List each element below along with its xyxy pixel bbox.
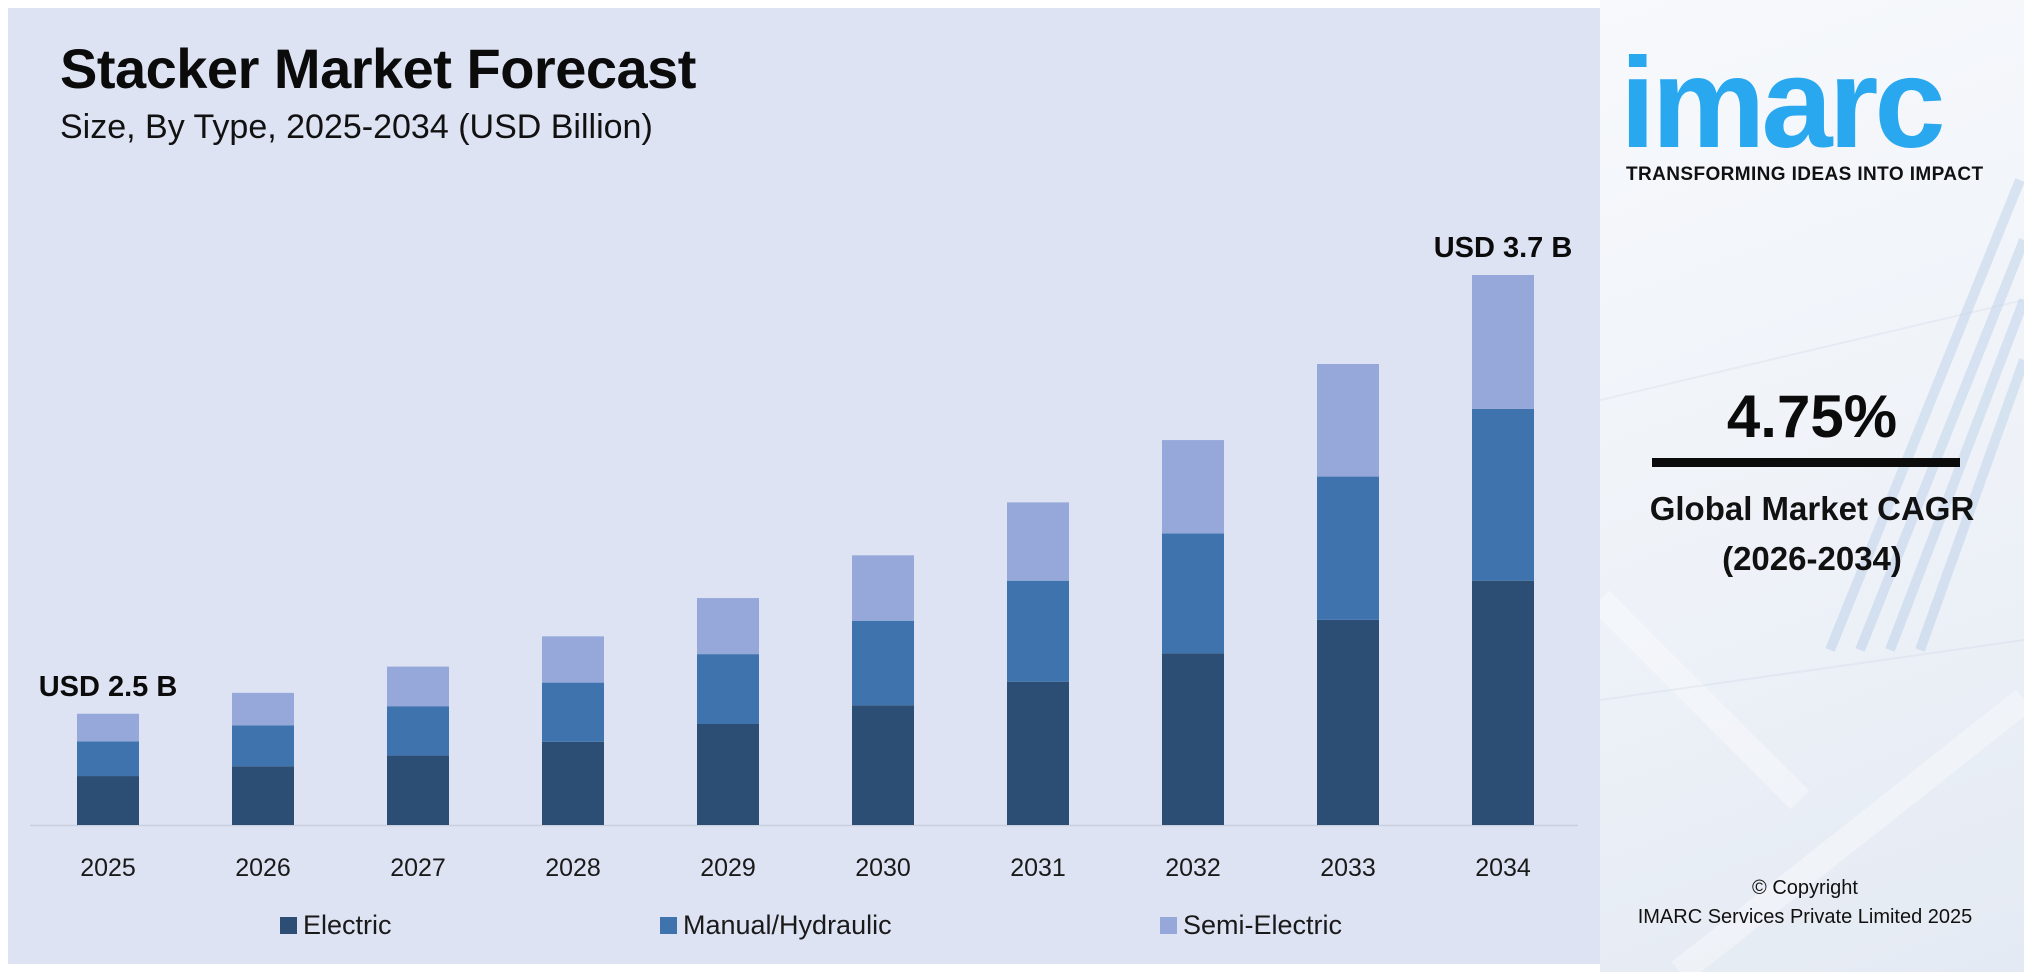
bar-manual-hydraulic-2029 (697, 654, 759, 724)
bar-electric-2028 (542, 741, 604, 825)
bar-semi-electric-2029 (697, 598, 759, 655)
bar-electric-2032 (1162, 653, 1224, 825)
x-tick-label-2026: 2026 (235, 854, 291, 882)
bar-manual-hydraulic-2025 (77, 741, 139, 777)
value-annotation-2034: USD 3.7 B (1434, 232, 1573, 264)
bar-semi-electric-2028 (542, 636, 604, 683)
bar-manual-hydraulic-2030 (852, 620, 914, 706)
x-tick-label-2029: 2029 (700, 854, 756, 882)
bar-electric-2030 (852, 705, 914, 825)
x-tick-label-2027: 2027 (390, 854, 446, 882)
bar-electric-2025 (77, 776, 139, 825)
imarc-logo: imarc (1620, 32, 1946, 175)
x-tick-label-2033: 2033 (1320, 854, 1376, 882)
legend-swatch-electric (280, 917, 297, 934)
x-tick-label-2034: 2034 (1475, 854, 1531, 882)
bar-semi-electric-2027 (387, 666, 449, 707)
legend-item-manual-hydraulic: Manual/Hydraulic (660, 910, 892, 941)
bar-manual-hydraulic-2031 (1007, 580, 1069, 682)
bar-manual-hydraulic-2033 (1317, 476, 1379, 620)
cagr-label-line1: Global Market CAGR (1649, 490, 1975, 527)
legend-item-semi-electric: Semi-Electric (1160, 910, 1342, 941)
legend-label-semi-electric: Semi-Electric (1183, 910, 1343, 940)
bar-electric-2031 (1007, 681, 1069, 825)
cagr-value: 4.75% (1726, 383, 1898, 450)
cagr-label: Global Market CAGR (2026-2034) (1600, 484, 2024, 583)
x-tick-label-2025: 2025 (80, 854, 136, 882)
legend-item-electric: Electric (280, 910, 392, 941)
cagr-label-line2: (2026-2034) (1722, 539, 1902, 577)
bar-semi-electric-2032 (1162, 440, 1224, 534)
copyright-text: © Copyright IMARC Services Private Limit… (1600, 874, 2010, 932)
bar-semi-electric-2034 (1472, 275, 1534, 409)
copyright-line1: © Copyright (1752, 877, 1858, 899)
chart-legend: Electric Manual/Hydraulic Semi-Electric (8, 910, 1600, 950)
bar-semi-electric-2026 (232, 692, 294, 726)
value-annotation-2025: USD 2.5 B (39, 671, 178, 703)
sidebar-panel: imarc TRANSFORMING IDEAS INTO IMPACT 4.7… (1600, 0, 2024, 972)
x-tick-label-2031: 2031 (1010, 854, 1066, 882)
bar-semi-electric-2025 (77, 713, 139, 742)
chart-panel: Stacker Market Forecast Size, By Type, 2… (8, 8, 1600, 964)
bar-manual-hydraulic-2034 (1472, 408, 1534, 581)
background-decoration (1600, 178, 2024, 972)
legend-swatch-semi-electric (1160, 917, 1177, 934)
bar-semi-electric-2031 (1007, 502, 1069, 581)
x-tick-label-2032: 2032 (1165, 854, 1221, 882)
bar-electric-2034 (1472, 580, 1534, 825)
chart-subtitle: Size, By Type, 2025-2034 (USD Billion) (60, 108, 653, 146)
legend-label-electric: Electric (303, 910, 392, 940)
bar-manual-hydraulic-2028 (542, 682, 604, 742)
legend-swatch-manual-hydraulic (660, 917, 677, 934)
bar-manual-hydraulic-2032 (1162, 533, 1224, 654)
bar-electric-2026 (232, 766, 294, 825)
bar-electric-2027 (387, 755, 449, 825)
logo-tagline: TRANSFORMING IDEAS INTO IMPACT (1626, 164, 1984, 185)
cagr-divider (1652, 458, 1960, 467)
bar-manual-hydraulic-2026 (232, 725, 294, 767)
chart-title: Stacker Market Forecast (60, 37, 696, 100)
bar-manual-hydraulic-2027 (387, 706, 449, 756)
x-tick-label-2030: 2030 (855, 854, 911, 882)
bar-semi-electric-2030 (852, 555, 914, 621)
stacked-bar-chart: 2025 2026 2027 2028 2029 2030 2031 2032 2033 2034… (30, 232, 1578, 882)
x-tick-label-2028: 2028 (545, 854, 601, 882)
copyright-line2: IMARC Services Private Limited 2025 (1637, 906, 1973, 928)
bar-semi-electric-2033 (1317, 363, 1379, 477)
legend-label-manual-hydraulic: Manual/Hydraulic (683, 910, 892, 940)
bar-electric-2029 (697, 723, 759, 825)
bar-electric-2033 (1317, 619, 1379, 825)
